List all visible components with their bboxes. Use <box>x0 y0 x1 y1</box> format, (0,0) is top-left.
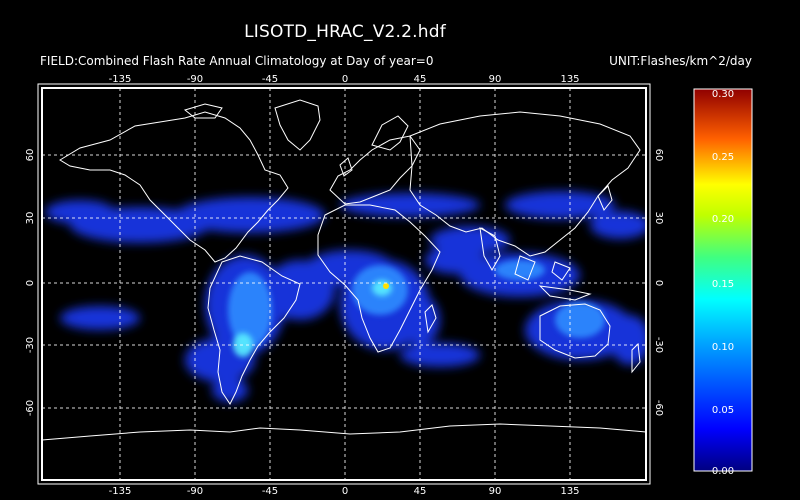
lat-tick-right: 60 <box>653 149 664 162</box>
lat-tick-left: 30 <box>25 212 36 225</box>
colorbar-gradient <box>693 88 753 472</box>
colorbar-label: 0.30 <box>712 89 734 100</box>
lon-tick-bottom: -45 <box>262 486 278 497</box>
lon-tick-bottom: 0 <box>342 486 348 497</box>
lat-tick-right: 30 <box>653 212 664 225</box>
lat-tick-left: 0 <box>25 280 36 286</box>
map-frame <box>41 87 647 481</box>
colorbar-label: 0.10 <box>712 342 734 353</box>
lon-tick-bottom: -135 <box>109 486 132 497</box>
outer-frame <box>37 83 651 485</box>
lon-tick-top: 0 <box>342 74 348 85</box>
flash-rate-field <box>45 191 646 402</box>
lon-tick-bottom: -90 <box>187 486 203 497</box>
unit-label: UNIT:Flashes/km^2/day <box>609 54 752 68</box>
colorbar-label: 0.15 <box>712 279 734 290</box>
lat-tick-left: -30 <box>25 337 36 353</box>
lat-tick-right: 0 <box>653 280 664 286</box>
lon-tick-bottom: 45 <box>414 486 427 497</box>
peak-marker <box>383 283 389 289</box>
lat-tick-left: 60 <box>25 149 36 162</box>
colorbar-label: 0.05 <box>712 405 734 416</box>
lon-tick-top: -135 <box>109 74 132 85</box>
lon-tick-bottom: 90 <box>489 486 502 497</box>
field-label: FIELD:Combined Flash Rate Annual Climato… <box>40 54 434 68</box>
longitude-ticks-bottom: -135 -90 -45 0 45 90 135 <box>109 486 580 497</box>
lat-tick-left: -60 <box>25 400 36 416</box>
coastlines <box>42 99 646 441</box>
lon-tick-top: 90 <box>489 74 502 85</box>
colorbar: 0.30 0.25 0.20 0.15 0.10 0.05 0.00 <box>693 88 753 477</box>
colorbar-label: 0.20 <box>712 214 734 225</box>
lat-tick-right: -60 <box>653 400 664 416</box>
lon-tick-top: 135 <box>560 74 579 85</box>
colorbar-label: 0.25 <box>712 152 734 163</box>
graticule <box>42 88 646 480</box>
plot-title: LISOTD_HRAC_V2.2.hdf <box>244 22 446 42</box>
lon-tick-top: -45 <box>262 74 278 85</box>
colorbar-label: 0.00 <box>712 466 734 477</box>
lon-tick-top: -90 <box>187 74 203 85</box>
lon-tick-bottom: 135 <box>560 486 579 497</box>
longitude-ticks-top: -135 -90 -45 0 45 90 135 <box>109 74 580 85</box>
lon-tick-top: 45 <box>414 74 427 85</box>
latitude-ticks-right: 60 30 0 -30 -60 <box>653 149 664 417</box>
latitude-ticks-left: 60 30 0 -30 -60 <box>25 149 36 417</box>
lat-tick-right: -30 <box>653 337 664 353</box>
